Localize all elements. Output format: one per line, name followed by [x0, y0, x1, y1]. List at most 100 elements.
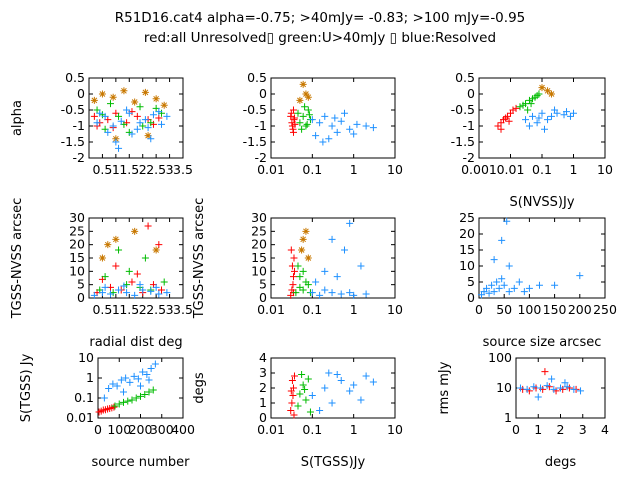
data-point	[104, 241, 112, 249]
data-point	[96, 109, 104, 117]
data-point	[505, 117, 513, 125]
y-tick-label: 0	[259, 290, 267, 305]
x-tick-label: 10	[597, 162, 613, 177]
data-point	[303, 120, 311, 128]
y-tick-label: -0.5	[243, 102, 267, 117]
data-point	[147, 364, 155, 372]
data-point	[328, 122, 336, 130]
data-point	[120, 87, 128, 95]
data-point	[110, 403, 118, 411]
series-1	[516, 375, 585, 401]
x-tick-label: 2	[557, 422, 565, 437]
data-point	[350, 381, 358, 389]
y-tick-label: 10	[78, 350, 94, 365]
data-point	[325, 369, 333, 377]
data-point	[331, 114, 339, 122]
y-tick-label: -0.5	[61, 102, 85, 117]
x-tick-label: 3.5	[173, 302, 193, 317]
data-point	[296, 390, 304, 398]
x-tick-label: 300	[150, 422, 174, 437]
figure-title-line2: red:all Unresolved▯ green:U>40mJy ▯ blue…	[144, 30, 496, 46]
data-point	[90, 112, 98, 120]
data-point	[296, 273, 304, 281]
y-tick-label: 15	[69, 250, 85, 265]
data-point	[128, 396, 136, 404]
data-point	[288, 399, 296, 407]
data-point	[535, 281, 543, 289]
data-point	[289, 128, 297, 136]
data-point	[557, 384, 564, 392]
x-tick-label: 10	[387, 422, 403, 437]
data-point	[296, 119, 304, 127]
data-point	[503, 112, 511, 120]
y-tick-label: 25	[251, 223, 267, 238]
data-point	[548, 375, 556, 383]
data-point	[485, 289, 493, 297]
y-tick-label: 0.5	[455, 70, 475, 85]
data-point	[155, 290, 163, 298]
data-point	[525, 284, 533, 292]
data-point	[369, 378, 377, 386]
data-point	[137, 382, 144, 390]
y-tick-label: 5	[259, 277, 267, 292]
data-point	[308, 392, 316, 399]
data-point	[288, 377, 296, 384]
series-3	[90, 281, 171, 299]
panel-p13: 0.001 0.01 0.1 1 10 -2-1.5-1-0.500.5 S(NVSS)Jy	[451, 70, 613, 210]
data-point	[346, 289, 354, 297]
data-point	[304, 106, 312, 114]
y-tick-label: -1.5	[61, 134, 85, 149]
y-tick-label: 2	[259, 380, 267, 395]
data-point	[149, 386, 157, 394]
data-point	[305, 111, 313, 119]
data-point	[340, 109, 348, 117]
data-point	[287, 246, 295, 254]
data-point	[126, 378, 134, 386]
data-point	[152, 246, 160, 254]
data-point	[289, 273, 297, 281]
data-point	[294, 262, 302, 270]
data-point	[495, 284, 503, 292]
data-point	[530, 383, 538, 391]
y-tick-label: 0	[467, 290, 475, 305]
x-tick-label: 3.5	[173, 162, 193, 177]
y-tick-label: 0.5	[247, 70, 267, 85]
data-point	[120, 388, 127, 396]
figure-title-line1: R51D16.cat4 alpha=-0.75; >40mJy= -0.83; …	[115, 10, 526, 26]
y-tick-label: -2	[73, 150, 85, 165]
data-point	[543, 382, 551, 390]
x-axis-label: S(NVSS)Jy	[509, 195, 574, 210]
y-axis-label: S(TGSS) Jy	[19, 353, 34, 422]
data-point	[308, 116, 316, 124]
y-tick-label: 0.01	[66, 410, 94, 425]
x-axis-label: S(TGSS)Jy	[301, 455, 366, 470]
y-tick-label: 0	[259, 410, 267, 425]
data-point	[131, 227, 139, 235]
data-point	[98, 90, 106, 98]
x-tick-label: 0.01	[257, 302, 285, 317]
data-point	[287, 109, 295, 117]
data-point	[312, 278, 320, 286]
data-point	[304, 93, 312, 101]
data-point	[328, 289, 336, 297]
plot-frame	[478, 217, 606, 299]
y-tick-label: -1	[73, 118, 85, 133]
data-point	[139, 368, 147, 376]
data-point	[362, 372, 370, 380]
x-tick-label: 0.001	[461, 162, 497, 177]
data-point	[544, 116, 552, 124]
data-point	[328, 399, 336, 407]
data-point	[104, 128, 112, 136]
data-point	[524, 106, 532, 114]
x-tick-label: 0.1	[532, 162, 552, 177]
data-point	[290, 372, 298, 380]
data-point	[122, 374, 130, 382]
data-point	[290, 411, 298, 419]
series-3	[93, 106, 171, 152]
data-point	[512, 104, 520, 112]
data-point	[143, 370, 151, 378]
data-point	[106, 100, 114, 108]
